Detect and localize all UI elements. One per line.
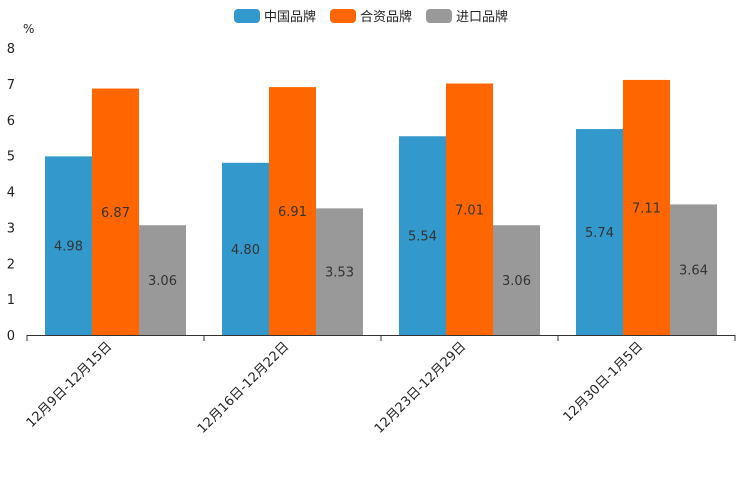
x-tick-label: 12月16日-12月22日 (195, 339, 292, 436)
data-label-2-1: 3.53 (325, 266, 354, 281)
bar-2-1 (316, 208, 363, 335)
x-tick-label: 12月30日-1月5日 (561, 339, 647, 425)
y-tick-label: 1 (7, 293, 15, 308)
data-label-1-0: 6.87 (101, 206, 130, 221)
data-label-1-2: 7.01 (455, 203, 484, 218)
data-label-0-1: 4.80 (231, 243, 260, 258)
y-tick-label: 8 (7, 42, 15, 57)
bar-1-0 (92, 88, 139, 335)
bar-1-2 (446, 83, 493, 335)
bar-2-3 (670, 204, 717, 335)
legend: 中国品牌 合资品牌 进口品牌 (234, 9, 508, 25)
y-axis: 0 1 2 3 4 5 6 7 8 (7, 42, 15, 344)
bars: 4.98 6.87 3.06 4.80 6.91 3.53 5.54 7.01 3.06 5.74… (45, 79, 717, 336)
data-label-0-3: 5.74 (585, 226, 614, 241)
y-tick-label: 7 (7, 78, 15, 93)
bar-1-3 (623, 79, 670, 336)
x-tick-label: 12月9日-12月15日 (24, 339, 116, 431)
bar-0-1 (222, 162, 269, 335)
bar-1-1 (269, 87, 316, 335)
data-label-0-2: 5.54 (408, 230, 437, 245)
y-tick-label: 0 (7, 329, 15, 344)
data-label-2-0: 3.06 (148, 274, 177, 289)
x-tick-label: 12月23日-12月29日 (372, 339, 469, 436)
data-label-1-1: 6.91 (278, 205, 307, 220)
legend-swatch-0 (234, 9, 260, 23)
legend-label-1: 合资品牌 (360, 9, 412, 25)
bar-0-2 (399, 136, 446, 335)
y-tick-label: 3 (7, 221, 15, 236)
y-tick-label: 2 (7, 257, 15, 272)
bar-2-2 (493, 225, 540, 335)
y-tick-label: 6 (7, 114, 15, 129)
bar-0-0 (45, 156, 92, 335)
y-tick-label: 4 (7, 186, 15, 201)
bar-0-3 (576, 129, 623, 335)
legend-label-0: 中国品牌 (264, 9, 316, 25)
data-label-0-0: 4.98 (54, 240, 83, 255)
data-label-2-2: 3.06 (502, 274, 531, 289)
legend-swatch-1 (330, 9, 356, 23)
legend-swatch-2 (426, 9, 452, 23)
data-label-1-3: 7.11 (632, 201, 661, 216)
y-axis-unit-label: % (23, 22, 34, 36)
bar-2-0 (139, 225, 186, 335)
y-tick-label: 5 (7, 150, 15, 165)
x-axis: 12月9日-12月15日 12月16日-12月22日 12月23日-12月29日 12… (24, 335, 736, 437)
legend-label-2: 进口品牌 (456, 9, 508, 25)
data-label-2-3: 3.64 (679, 264, 708, 279)
